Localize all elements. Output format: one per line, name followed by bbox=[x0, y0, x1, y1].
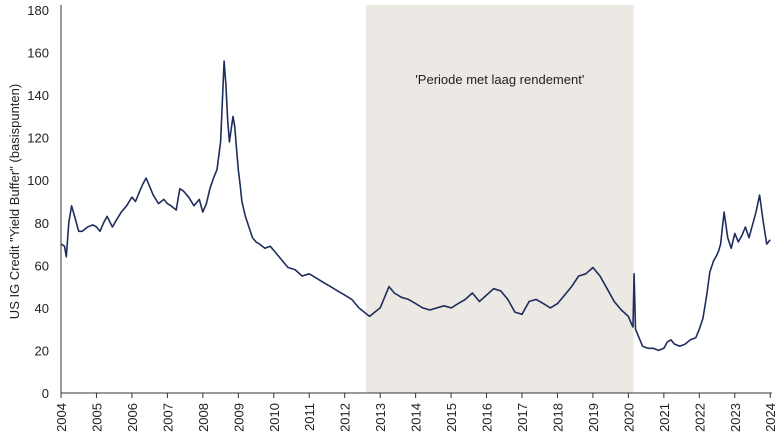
x-tick-label: 2012 bbox=[338, 403, 353, 432]
x-tick-label: 2018 bbox=[550, 403, 565, 432]
y-tick-label: 0 bbox=[42, 386, 49, 401]
x-tick-label: 2016 bbox=[480, 403, 495, 432]
y-tick-label: 140 bbox=[27, 88, 49, 103]
x-tick-label: 2015 bbox=[444, 403, 459, 432]
y-tick-label: 180 bbox=[27, 3, 49, 18]
x-tick-label: 2008 bbox=[196, 403, 211, 432]
shaded-region-label: 'Periode met laag rendement' bbox=[415, 72, 584, 87]
y-tick-label: 120 bbox=[27, 131, 49, 146]
y-tick-label: 160 bbox=[27, 46, 49, 61]
shaded-region-layer bbox=[365, 5, 634, 393]
x-tick-label: 2009 bbox=[231, 403, 246, 432]
x-tick-label: 2023 bbox=[728, 403, 743, 432]
x-tick-label: 2006 bbox=[125, 403, 140, 432]
y-axis-title: US IG Credit "Yield Buffer" (basispunten… bbox=[7, 84, 22, 319]
x-tick-label: 2005 bbox=[89, 403, 104, 432]
y-tick-label: 60 bbox=[35, 258, 49, 273]
x-tick-label: 2021 bbox=[657, 403, 672, 432]
x-tick-label: 2014 bbox=[409, 403, 424, 432]
y-tick-label: 20 bbox=[35, 343, 49, 358]
series-layer bbox=[60, 60, 771, 352]
x-tick-label: 2011 bbox=[302, 403, 317, 431]
x-tick-label: 2007 bbox=[160, 403, 175, 432]
label-layer: 'Periode met laag rendement' 0 20 40 60 80 100… bbox=[7, 3, 778, 432]
x-tick-label: 2017 bbox=[515, 403, 530, 432]
y-tick-label: 100 bbox=[27, 173, 49, 188]
x-tick-label: 2024 bbox=[763, 403, 778, 432]
x-tick-label: 2004 bbox=[54, 403, 69, 432]
y-tick-label: 80 bbox=[35, 216, 49, 231]
x-tick-label: 2010 bbox=[267, 403, 282, 432]
axes bbox=[60, 5, 772, 398]
y-tick-label: 40 bbox=[35, 301, 49, 316]
x-tick-label: 2019 bbox=[586, 403, 601, 432]
shaded-region bbox=[365, 5, 634, 393]
series-line-0 bbox=[60, 60, 771, 352]
x-tick-label: 2013 bbox=[373, 403, 388, 432]
x-tick-label: 2020 bbox=[621, 403, 636, 432]
x-tick-label: 2022 bbox=[692, 403, 707, 432]
